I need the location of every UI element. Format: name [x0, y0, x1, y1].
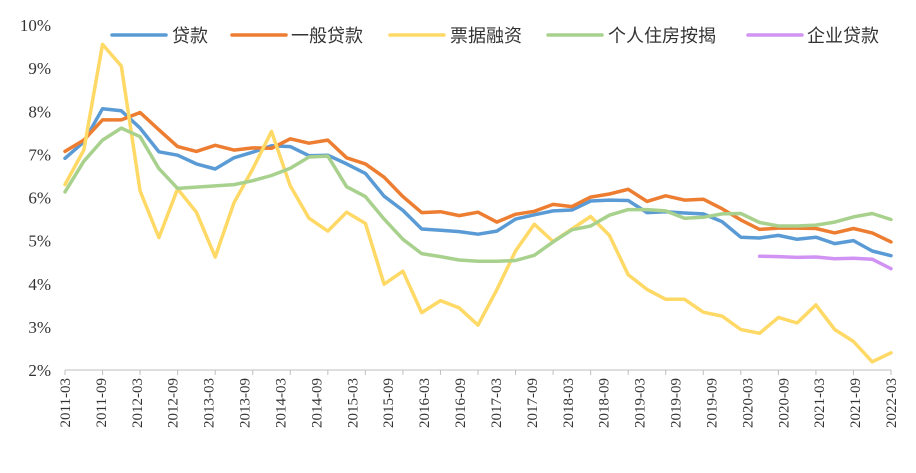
series-line-1 — [63, 106, 893, 258]
x-tick-label: 2019-09 — [704, 378, 720, 428]
x-tick-label: 2015-03 — [345, 378, 361, 428]
x-tick-label: 2019-03 — [633, 378, 649, 428]
x-tick-label: 2017-09 — [525, 378, 541, 428]
x-tick-label: 2013-09 — [238, 378, 254, 428]
legend-label: 一般贷款 — [291, 26, 363, 47]
legend-label: 票据融资 — [450, 26, 522, 47]
y-tick-label: 2% — [28, 361, 51, 380]
x-tick-label: 2018-09 — [597, 378, 613, 428]
x-tick-label: 2012-09 — [166, 378, 182, 428]
x-tick-label: 2015-09 — [381, 378, 397, 428]
x-tick-label: 2011-09 — [94, 378, 110, 427]
legend-label: 个人住房按揭 — [608, 26, 716, 47]
series-layer — [63, 42, 893, 364]
series-line-4 — [63, 126, 893, 264]
x-tick-label: 2022-03 — [884, 378, 900, 428]
x-tick-label: 2012-03 — [130, 378, 146, 428]
x-tick-label: 2020-03 — [740, 378, 756, 428]
x-tick-label: 2016-03 — [417, 378, 433, 428]
legend: 贷款 一般贷款 票据融资 个人住房按揭 企业贷款 — [110, 26, 879, 47]
x-tick-label: 2020-09 — [776, 378, 792, 428]
y-tick-label: 10% — [20, 16, 51, 35]
y-tick-label: 6% — [28, 189, 51, 208]
y-tick-label: 5% — [28, 232, 51, 251]
y-tick-label: 3% — [28, 318, 51, 337]
x-tick-label: 2016-09 — [453, 378, 469, 428]
y-tick-label: 4% — [28, 275, 51, 294]
series-line-2 — [63, 110, 893, 244]
x-axis: 2011-03 2011-09 2012-03 2012-09 2013-03 2013-… — [58, 369, 900, 428]
series-line-5 — [757, 254, 893, 271]
series-line-3 — [63, 42, 893, 364]
y-tick-label: 8% — [28, 102, 51, 121]
x-tick-label: 2021-09 — [848, 378, 864, 428]
x-tick-label: 2019-09 — [669, 378, 685, 428]
legend-label: 企业贷款 — [807, 26, 879, 47]
x-tick-label: 2018-03 — [561, 378, 577, 428]
x-tick-label: 2017-03 — [489, 378, 505, 428]
y-axis: 2% 3% 4% 5% 6% 7% 8% 9% 10% — [20, 16, 51, 380]
x-tick-label: 2014-09 — [309, 378, 325, 428]
x-tick-label: 2021-03 — [812, 378, 828, 428]
y-tick-label: 7% — [28, 145, 51, 164]
x-tick-label: 2011-03 — [58, 378, 74, 427]
y-tick-label: 9% — [28, 59, 51, 78]
x-tick-label: 2014-03 — [273, 378, 289, 428]
legend-label: 贷款 — [172, 26, 208, 47]
x-tick-label: 2013-03 — [202, 378, 218, 428]
